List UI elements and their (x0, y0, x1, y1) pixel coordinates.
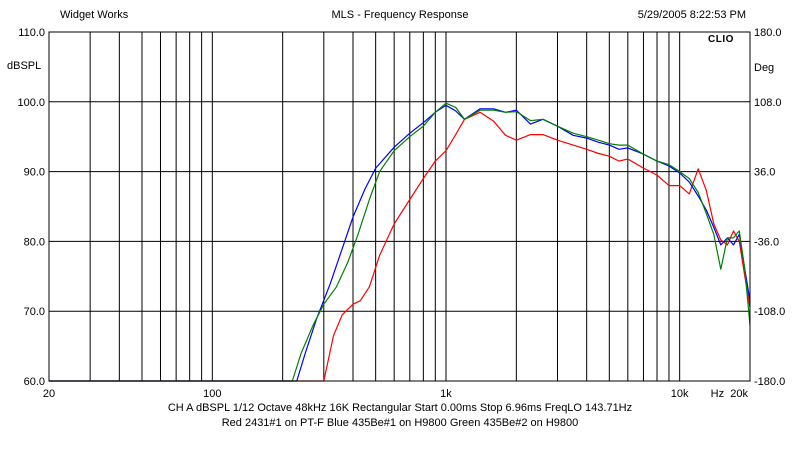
y-tick-label: 90.0 (24, 167, 45, 179)
y2-tick-label: 36.0 (754, 167, 775, 179)
plot-frame (48, 31, 751, 382)
x-tick-label: 20k (730, 388, 748, 400)
y-axis-label-right: Deg (754, 62, 775, 74)
y-tick-label: 60.0 (24, 376, 45, 388)
app-title: Widget Works (60, 9, 129, 21)
y-tick-label: 100.0 (17, 97, 45, 109)
y2-tick-label: 108.0 (754, 97, 782, 109)
x-tick-label: 1k (440, 388, 452, 400)
timestamp: 5/29/2005 8:22:53 PM (637, 9, 746, 21)
y2-tick-label: -36.0 (754, 236, 779, 248)
y2-tick-label: -180.0 (754, 376, 785, 388)
series-line-1 (49, 111, 751, 382)
x-axis-label: Hz (711, 388, 724, 400)
y-axis-label-left: dBSPL (7, 60, 42, 72)
legend: Red 2431#1 on PT-F Blue 435Be#1 on H9800… (221, 417, 579, 429)
series-line-3 (49, 102, 751, 382)
y-tick-label: 80.0 (24, 236, 45, 248)
brand-label: CLIO (708, 34, 734, 45)
measurement-settings: CH A dBSPL 1/12 Octave 48kHz 16K Rectang… (167, 402, 633, 414)
y-tick-label: 70.0 (24, 306, 45, 318)
x-tick-label: 20 (43, 388, 55, 400)
y2-tick-label: -108.0 (754, 306, 785, 318)
x-tick-label: 10k (671, 388, 689, 400)
y-tick-label: 110.0 (18, 27, 45, 39)
x-tick-label: 100 (203, 388, 221, 400)
y2-tick-label: 180.0 (754, 27, 782, 39)
chart-title: MLS - Frequency Response (331, 9, 469, 21)
